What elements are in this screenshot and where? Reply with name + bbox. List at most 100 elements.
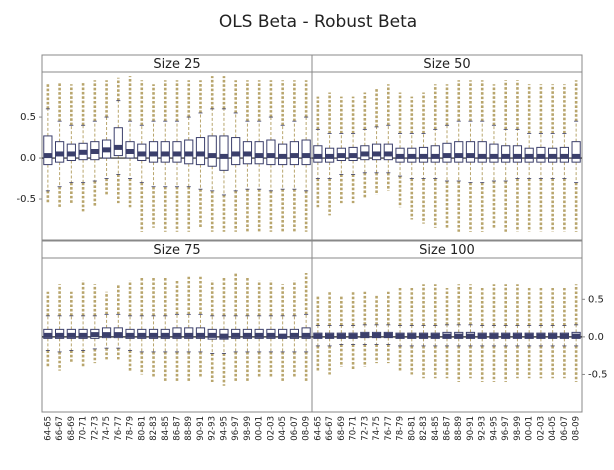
median xyxy=(395,333,405,339)
x-tick-label: 68-69 xyxy=(337,416,347,441)
x-tick-label: 98-99 xyxy=(243,416,253,441)
median xyxy=(208,332,217,338)
box xyxy=(477,141,487,163)
median xyxy=(478,153,487,159)
median xyxy=(348,153,358,159)
x-tick-label: 06-07 xyxy=(560,416,570,441)
median xyxy=(372,151,381,157)
median xyxy=(337,333,346,339)
median xyxy=(384,151,393,157)
x-tick-label: 78-79 xyxy=(396,416,406,441)
median xyxy=(278,333,287,339)
x-tick-label: 80-81 xyxy=(407,416,417,441)
median xyxy=(513,153,522,159)
median xyxy=(196,151,205,157)
median xyxy=(442,333,452,339)
median xyxy=(478,333,487,339)
median xyxy=(525,153,534,159)
median xyxy=(125,332,135,338)
median xyxy=(137,151,146,157)
x-tick-label: 02-03 xyxy=(266,416,276,441)
box xyxy=(465,141,476,163)
panel-frame xyxy=(311,71,583,241)
median xyxy=(67,151,76,157)
median xyxy=(137,332,146,338)
median xyxy=(219,333,229,339)
median xyxy=(466,333,475,339)
median xyxy=(161,332,170,338)
median xyxy=(489,153,499,159)
box xyxy=(266,139,276,166)
median xyxy=(325,153,334,159)
x-tick-label: 64-65 xyxy=(313,416,323,441)
x-tick-label: 66-67 xyxy=(325,416,335,441)
panel-title: Size 100 xyxy=(419,243,475,258)
x-tick-label: 84-85 xyxy=(431,416,441,441)
median xyxy=(114,144,123,150)
x-tick-label: 82-83 xyxy=(419,416,429,441)
box xyxy=(254,141,264,165)
x-tick-label: 70-71 xyxy=(349,416,359,441)
median xyxy=(337,153,346,159)
box xyxy=(454,141,464,163)
median xyxy=(548,153,557,159)
x-tick-label: 78-79 xyxy=(126,416,136,441)
x-tick-label: 00-01 xyxy=(255,416,265,441)
box xyxy=(301,139,311,166)
y-tick-label: 0.0 xyxy=(588,332,604,343)
x-tick-label: 74-75 xyxy=(102,416,112,441)
x-tick-label: 64-65 xyxy=(43,416,53,441)
x-tick-label: 04-05 xyxy=(278,416,288,441)
median xyxy=(407,333,416,339)
x-tick-label: 90-91 xyxy=(196,416,206,441)
box xyxy=(489,143,499,163)
median xyxy=(102,332,111,338)
median xyxy=(161,151,170,157)
median xyxy=(513,333,522,339)
median xyxy=(560,153,569,159)
median xyxy=(302,332,311,338)
median xyxy=(348,333,358,339)
median xyxy=(172,151,182,157)
x-tick-label: 98-99 xyxy=(513,416,523,441)
median xyxy=(501,153,510,159)
median xyxy=(243,332,252,338)
x-tick-label: 82-83 xyxy=(149,416,159,441)
median xyxy=(231,151,240,157)
median xyxy=(231,332,240,338)
median xyxy=(407,153,416,159)
median xyxy=(67,332,76,338)
box xyxy=(219,135,229,171)
x-tick-label: 72-73 xyxy=(90,416,100,441)
median xyxy=(360,332,369,338)
x-tick-label: 96-97 xyxy=(231,416,241,441)
median xyxy=(78,149,88,155)
median xyxy=(325,333,334,339)
y-tick-label: 0.0 xyxy=(20,153,36,164)
median xyxy=(560,333,569,339)
x-tick-label: 04-05 xyxy=(548,416,558,441)
box xyxy=(442,142,452,163)
y-tick-label: -0.5 xyxy=(16,194,36,205)
median xyxy=(149,332,158,338)
x-tick-label: 70-71 xyxy=(79,416,89,441)
median xyxy=(149,151,158,157)
y-tick-label: -0.5 xyxy=(588,369,608,380)
median xyxy=(266,153,276,159)
median xyxy=(360,151,369,157)
median xyxy=(255,332,264,338)
median xyxy=(548,333,557,339)
median xyxy=(90,148,99,154)
x-tick-label: 88-89 xyxy=(184,416,194,441)
median xyxy=(114,332,123,338)
x-tick-label: 08-09 xyxy=(572,416,582,441)
median xyxy=(290,153,299,159)
median xyxy=(55,151,64,157)
median xyxy=(184,151,193,157)
box xyxy=(571,141,581,163)
panel-title: Size 25 xyxy=(153,57,200,72)
y-tick-label: 0.5 xyxy=(588,294,604,305)
median xyxy=(78,332,88,338)
x-tick-label: 72-73 xyxy=(360,416,370,441)
x-tick-label: 74-75 xyxy=(372,416,382,441)
